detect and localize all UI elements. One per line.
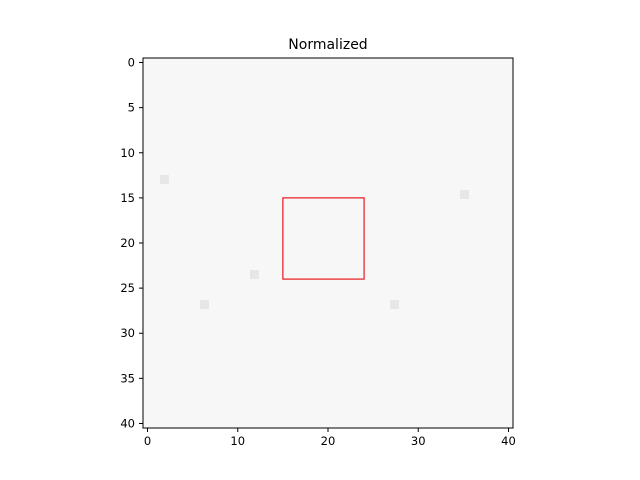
- text-pixels: ntry fo ; hea t roug: [128, 75, 528, 419]
- y-tick-label: 40: [120, 416, 135, 430]
- y-tick-label: 0: [128, 56, 135, 70]
- y-tick-label: 30: [120, 326, 135, 340]
- x-tick-label: 30: [411, 434, 426, 448]
- image-text-row-1: ntry fo: [128, 75, 528, 179]
- y-axis: 0 5 10 15 20 25 30 35 40: [120, 56, 143, 430]
- x-axis: 0 10 20 30 40: [144, 428, 516, 448]
- y-tick-label: 15: [120, 191, 135, 205]
- x-tick-label: 40: [501, 434, 516, 448]
- x-tick-label: 20: [321, 434, 336, 448]
- image-text-row-2: ; hea: [138, 195, 528, 299]
- image-noise: [160, 175, 469, 309]
- x-tick-label: 10: [230, 434, 245, 448]
- y-tick-label: 10: [120, 146, 135, 160]
- image-text-row-3: t roug: [128, 315, 528, 419]
- chart-title: Normalized: [288, 37, 367, 53]
- y-tick-label: 25: [120, 281, 135, 295]
- y-tick-label: 35: [120, 371, 135, 385]
- y-tick-label: 5: [128, 101, 135, 115]
- normalized-image: ntry fo ; hea t roug: [128, 58, 528, 428]
- y-tick-label: 20: [120, 236, 135, 250]
- highlight-box: [282, 197, 365, 280]
- x-tick-label: 0: [144, 434, 151, 448]
- image-background: [143, 58, 513, 428]
